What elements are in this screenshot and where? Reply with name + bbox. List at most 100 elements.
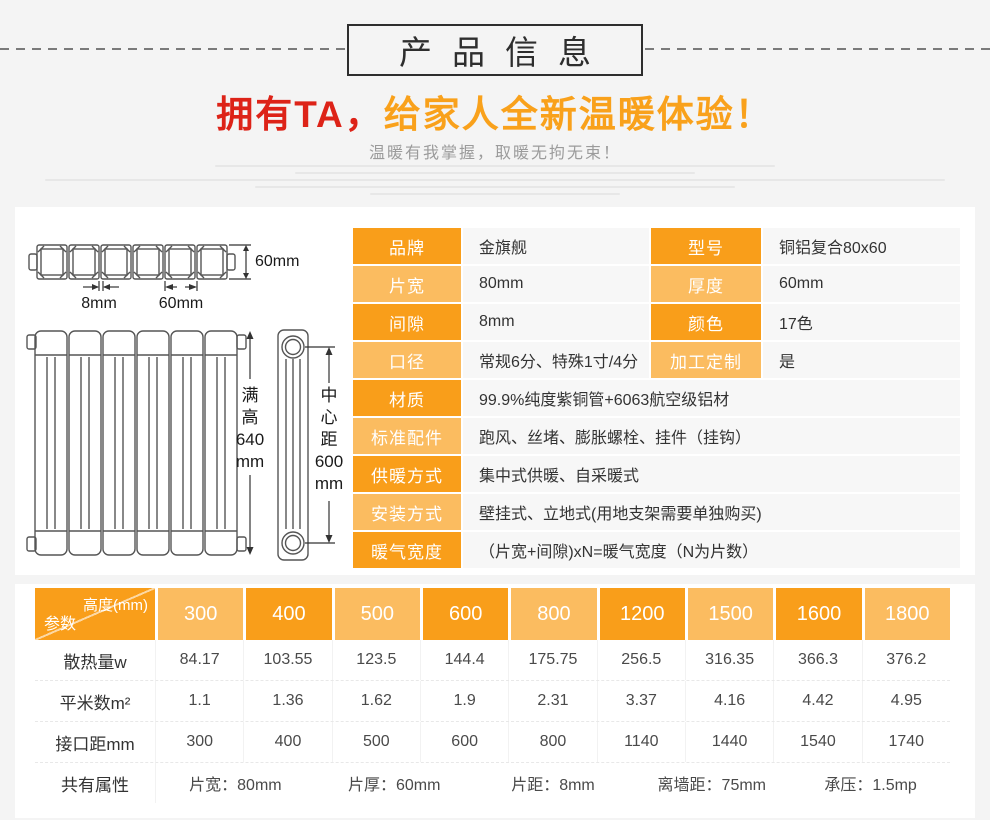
common-attribute: 片距：8mm [511,777,595,794]
size-cell: 256.5 [596,640,685,680]
size-cell: 2.31 [508,681,596,721]
size-cell: 1540 [773,722,861,762]
spec-label: 片宽 [353,266,461,302]
spec-value: 铜铝复合80x60 [763,228,960,264]
height-header-cell: 300 [158,588,244,640]
spec-row: 安装方式 壁挂式、立地式(用地支架需要单独购买) [353,494,960,530]
size-cell: 4.16 [684,681,773,721]
spec-label: 间隙 [353,304,461,340]
dim-full-height [246,331,254,555]
size-row-label: 共有属性 [61,775,129,795]
label-full-height: 满 高 640 mm [232,385,268,473]
front-view-section [136,330,170,556]
spec-table: 品牌 金旗舰 型号 铜铝复合80x60 片宽 80mm 厚度 60mm 间隙 8mm 颜色 17色 口径… [353,228,960,568]
size-cell: 1.9 [419,681,508,721]
size-cell: 300 [155,722,243,762]
label-center-distance-line: 距 [320,430,338,449]
size-cell: 1740 [861,722,950,762]
corner-label-height: 高度(mm) [83,597,148,614]
size-cell: 376.2 [861,640,950,680]
size-cell: 123.5 [331,640,420,680]
top-view-sections [28,244,236,280]
spec-label: 暖气宽度 [353,532,461,568]
headline: 拥有TA，给家人全新温暖体验！ [0,84,990,138]
spec-value: 99.9%纯度紫铜管+6063航空级铝材 [463,380,960,416]
label-gap: 8mm [81,295,117,312]
subtitle: 温暖有我掌握，取暖无拘无束！ [368,145,621,162]
size-cell: 4.95 [861,681,950,721]
spec-label: 供暖方式 [353,456,461,492]
label-full-height-line: 高 [241,408,259,427]
section-title-box: 产品信息 [347,24,643,76]
size-cell: 500 [331,722,420,762]
spec-label: 型号 [651,228,761,264]
size-table-corner-cell: 高度(mm) 参数 [35,588,155,640]
watermark-line [370,193,620,195]
spec-value: 跑风、丝堵、膨胀螺栓、挂件（挂钩） [463,418,960,454]
front-view-section [102,330,136,556]
label-center-distance-line: 心 [320,408,338,427]
headline-red-part: 拥有TA， [216,94,384,135]
common-attribute: 片厚：60mm [347,777,441,794]
corner-label-param: 参数 [44,616,77,633]
spec-value: 80mm [463,266,649,302]
spec-row: 口径 常规6分、特殊1寸/4分 加工定制是 [353,342,960,378]
spec-value: 8mm [463,304,649,340]
size-table-common-row: 共有属性 片宽：80mm 片厚：60mm 片距：8mm 离墙距：75mm 承压：1.5mp [35,762,950,803]
spec-row: 片宽 80mm 厚度 60mm [353,266,960,302]
spec-label: 材质 [353,380,461,416]
size-table-row: 接口距mm 300 400 500 600 800 1140 1440 1540 1740 [35,721,950,762]
size-cell: 1440 [684,722,773,762]
spec-row: 间隙 8mm 颜色 17色 [353,304,960,340]
size-cell: 400 [243,722,331,762]
height-header-cell: 1200 [599,588,685,640]
size-cell: 800 [508,722,596,762]
spec-label: 安装方式 [353,494,461,530]
spec-label: 口径 [353,342,461,378]
size-cell: 366.3 [773,640,861,680]
section-title: 产品信息 [399,34,611,71]
divider-dash-left [0,48,345,50]
size-panel: 高度(mm) 参数 300 400 500 600 800 1200 1500 1600 180… [15,584,975,818]
spec-card: 60mm 8mm 60mm 满 高 640 mm 中 心 距 600 mm 品牌… [15,207,975,575]
front-view [26,330,247,556]
size-cell: 103.55 [243,640,331,680]
headline-orange-part: 给家人全新温暖体验！ [383,94,774,135]
height-header-cell: 600 [422,588,509,640]
spec-value: （片宽+间隙)xN=暖气宽度（N为片数） [463,532,960,568]
spec-row: 标准配件 跑风、丝堵、膨胀螺栓、挂件（挂钩） [353,418,960,454]
watermark-line [45,179,945,181]
size-cell: 144.4 [419,640,508,680]
spec-value: 常规6分、特殊1寸/4分 [463,342,649,378]
size-cell: 600 [419,722,508,762]
spec-row: 供暖方式 集中式供暖、自采暖式 [353,456,960,492]
dim-gap [83,281,119,291]
size-table-row: 散热量w 84.17 103.55 123.5 144.4 175.75 256.5 316.… [35,640,950,680]
size-row-label: 散热量w [63,652,127,672]
spec-value: 17色 [763,304,960,340]
size-cell: 84.17 [155,640,243,680]
height-header-cell: 800 [511,588,597,640]
spec-label: 颜色 [651,304,761,340]
spec-row: 暖气宽度 （片宽+间隙)xN=暖气宽度（N为片数） [353,532,960,568]
label-full-height-line: mm [235,452,265,471]
spec-row: 材质 99.9%纯度紫铜管+6063航空级铝材 [353,380,960,416]
dim-top-height [229,244,251,280]
spec-value: 金旗舰 [463,228,649,264]
size-table: 高度(mm) 参数 300 400 500 600 800 1200 1500 1600 180… [35,588,950,803]
front-view-section [68,330,102,556]
size-row-label: 接口距mm [55,734,135,754]
size-cell: 175.75 [508,640,596,680]
label-center-distance-line: 中 [320,386,338,405]
spec-value: 壁挂式、立地式(用地支架需要单独购买) [463,494,960,530]
spec-value: 60mm [763,266,960,302]
common-attribute: 离墙距：75mm [657,777,767,794]
common-values: 片宽：80mm 片厚：60mm 片距：8mm 离墙距：75mm 承压：1.5mp [155,763,950,803]
label-full-height-line: 640 [235,430,265,449]
label-center-distance-line: 600 [314,452,344,471]
front-view-section [204,330,238,556]
size-cell: 4.42 [773,681,861,721]
watermark-line [255,186,735,188]
watermark-text-block [0,165,990,195]
dim-center-distance [305,346,335,544]
